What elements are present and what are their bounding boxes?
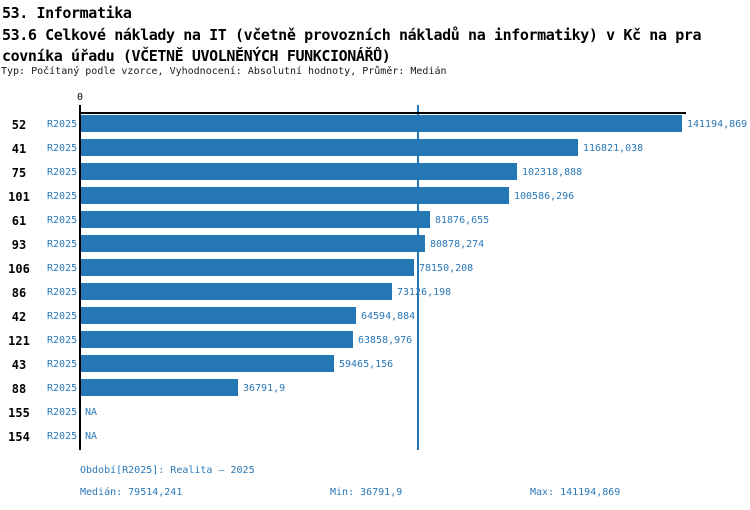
row-id-label: 155: [8, 406, 30, 420]
footer-max-stat: Max: 141194,869: [530, 487, 621, 498]
value-bar: [81, 235, 425, 252]
row-period-label: R2025: [47, 383, 78, 394]
value-label: 64594,884: [361, 311, 416, 322]
value-label: 78150,208: [419, 263, 474, 274]
y-axis-line: [79, 105, 81, 450]
value-label: 141194,869: [687, 119, 748, 130]
value-bar: [81, 115, 682, 132]
row-id-label: 86: [11, 286, 27, 300]
row-period-label: R2025: [47, 239, 78, 250]
row-id-label: 93: [11, 238, 27, 252]
chart-row: 101 R2025 100586,296: [0, 186, 750, 210]
row-id-label: 42: [11, 310, 27, 324]
value-bar: [81, 211, 430, 228]
value-label: NA: [85, 407, 98, 418]
row-period-label: R2025: [47, 143, 78, 154]
row-id-label: 121: [8, 334, 30, 348]
value-label: 73126,198: [397, 287, 452, 298]
value-bar: [81, 283, 392, 300]
value-bar: [81, 355, 334, 372]
row-id-label: 106: [8, 262, 30, 276]
x-axis-line: [79, 112, 686, 114]
chart-row: 106 R2025 78150,208: [0, 258, 750, 282]
row-id-label: 41: [11, 142, 27, 156]
chart-row: 154 R2025 NA: [0, 426, 750, 450]
chart-row: 155 R2025 NA: [0, 402, 750, 426]
row-id-label: 43: [11, 358, 27, 372]
page-title-line1: 53. Informatika: [2, 4, 132, 22]
value-label: 100586,296: [514, 191, 575, 202]
row-id-label: 61: [11, 214, 27, 228]
row-period-label: R2025: [47, 359, 78, 370]
chart-row: 93 R2025 80878,274: [0, 234, 750, 258]
page-title-line3: covníka úřadu (VČETNĚ UVOLNĚNÝCH FUNKCIO…: [2, 47, 391, 65]
chart-row: 121 R2025 63858,976: [0, 330, 750, 354]
value-bar: [81, 379, 238, 396]
value-label: 36791,9: [243, 383, 286, 394]
chart-row: 52 R2025 141194,869: [0, 114, 750, 138]
row-period-label: R2025: [47, 335, 78, 346]
row-period-label: R2025: [47, 431, 78, 442]
chart-subtitle: Typ: Počítaný podle vzorce, Vyhodnocení:…: [1, 66, 447, 77]
value-label: 59465,156: [339, 359, 394, 370]
row-period-label: R2025: [47, 215, 78, 226]
chart-row: 41 R2025 116821,038: [0, 138, 750, 162]
row-period-label: R2025: [47, 119, 78, 130]
x-axis-zero-tick-label: 0: [76, 92, 84, 103]
value-bar: [81, 139, 578, 156]
row-id-label: 52: [11, 118, 27, 132]
row-period-label: R2025: [47, 191, 78, 202]
value-bar: [81, 331, 353, 348]
row-period-label: R2025: [47, 311, 78, 322]
value-label: 80878,274: [430, 239, 485, 250]
value-label: NA: [85, 431, 98, 442]
value-bar: [81, 163, 517, 180]
value-bar: [81, 307, 356, 324]
chart-row: 75 R2025 102318,888: [0, 162, 750, 186]
chart-row: 88 R2025 36791,9: [0, 378, 750, 402]
median-reference-line: [417, 105, 419, 450]
value-bar: [81, 259, 414, 276]
row-period-label: R2025: [47, 167, 78, 178]
chart-row: 86 R2025 73126,198: [0, 282, 750, 306]
value-label: 102318,888: [522, 167, 583, 178]
value-bar: [81, 187, 509, 204]
footer-period-label: Období[R2025]: Realita – 2025: [80, 465, 255, 476]
row-id-label: 101: [8, 190, 30, 204]
value-label: 63858,976: [358, 335, 413, 346]
chart-row: 61 R2025 81876,655: [0, 210, 750, 234]
page-title-line2: 53.6 Celkové náklady na IT (včetně provo…: [2, 26, 702, 44]
row-period-label: R2025: [47, 407, 78, 418]
row-id-label: 75: [11, 166, 27, 180]
chart-row: 42 R2025 64594,884: [0, 306, 750, 330]
row-id-label: 154: [8, 430, 30, 444]
value-label: 81876,655: [435, 215, 490, 226]
footer-min-stat: Min: 36791,9: [330, 487, 403, 498]
chart-row: 43 R2025 59465,156: [0, 354, 750, 378]
row-id-label: 88: [11, 382, 27, 396]
footer-median-stat: Medián: 79514,241: [80, 487, 183, 498]
value-label: 116821,038: [583, 143, 644, 154]
row-period-label: R2025: [47, 263, 78, 274]
row-period-label: R2025: [47, 287, 78, 298]
